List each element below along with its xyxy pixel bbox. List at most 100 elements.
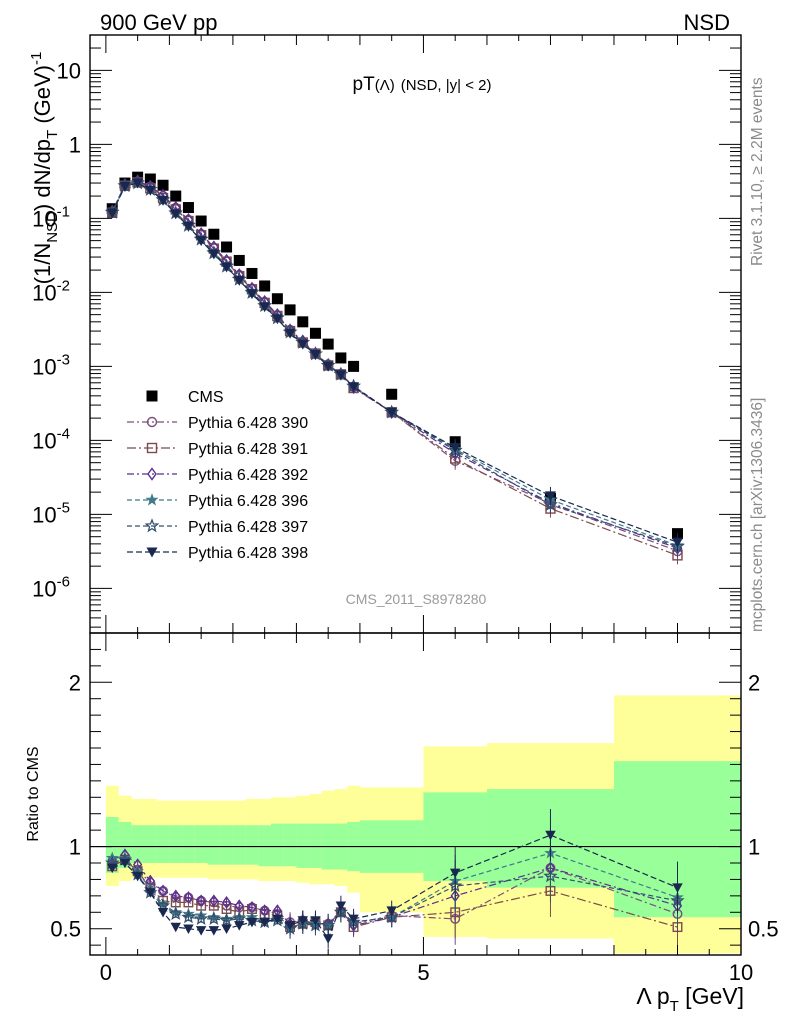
ratio-point — [195, 926, 207, 936]
ratio-point — [145, 888, 156, 898]
legend-marker — [144, 518, 160, 533]
ratio-point — [321, 917, 336, 932]
ratio-point — [209, 894, 219, 908]
data-point — [221, 241, 233, 253]
legend-entry: Pythia 6.428 396 — [127, 493, 308, 510]
ratio-point — [310, 916, 321, 926]
legend-label: Pythia 6.428 396 — [188, 493, 308, 510]
data-point — [284, 328, 296, 339]
data-point — [348, 360, 360, 372]
xlabel-part-b: [GeV] — [679, 983, 744, 1009]
header-left: 900 GeV pp — [100, 10, 217, 35]
data-point — [297, 339, 309, 350]
ratio-point — [183, 891, 194, 904]
data-point — [233, 254, 245, 266]
ratio-point — [196, 894, 206, 908]
data-point — [309, 349, 321, 360]
data-point — [271, 293, 283, 305]
x-tick-label: 0 — [100, 960, 112, 985]
data-point — [132, 178, 144, 189]
data-point — [182, 202, 194, 214]
data-point — [144, 173, 156, 185]
stat-uncertainty-band — [182, 825, 196, 863]
xlabel-part-a: Λ p — [636, 983, 669, 1009]
main-y-axis-title: (1/NNSD) dN/dpT (GeV)-1 — [28, 52, 61, 285]
ratio-line — [112, 852, 678, 930]
data-point — [233, 275, 245, 286]
ratio-point — [158, 884, 168, 898]
ratio-point — [119, 858, 131, 869]
ratio-point — [322, 934, 334, 944]
data-point — [221, 262, 233, 273]
legend-label: Pythia 6.428 391 — [188, 441, 308, 458]
legend-label: Pythia 6.428 392 — [188, 467, 308, 484]
ratio-point — [219, 913, 234, 927]
ratio-panel-series — [105, 809, 685, 954]
data-point — [246, 289, 258, 300]
x-axis-title: Λ pT [GeV] — [636, 983, 744, 1015]
ratio-y-tick-label-left: 0.5 — [50, 917, 81, 942]
series-line — [111, 180, 678, 549]
analysis-id: CMS_2011_S8978280 — [346, 591, 487, 607]
y-tick-label: 10 — [57, 58, 81, 83]
ratio-point — [221, 924, 232, 934]
ylabel-sup: -1 — [28, 52, 45, 65]
ratio-point — [234, 921, 245, 931]
data-point — [544, 491, 556, 502]
ratio-point — [132, 871, 143, 882]
data-point — [271, 314, 283, 325]
plot-title-paren: (Λ) — [375, 77, 395, 94]
svg-text:Λ pT [GeV]: Λ pT [GeV] — [636, 983, 744, 1015]
ratio-line — [112, 859, 678, 930]
ratio-point — [107, 863, 118, 874]
ratio-point — [545, 830, 556, 841]
series-line — [111, 182, 678, 543]
data-point — [195, 236, 207, 247]
legend-label: Pythia 6.428 390 — [188, 415, 308, 432]
legend-marker — [146, 547, 158, 558]
legend-entry: Pythia 6.428 397 — [127, 518, 308, 536]
data-point — [170, 190, 182, 202]
data-point — [157, 179, 169, 191]
y-tick-label: 10-4 — [32, 425, 70, 453]
stat-uncertainty-band — [271, 823, 285, 867]
data-point — [106, 208, 118, 219]
ratio-point — [348, 914, 359, 925]
plot-title-cuts: (NSD, |y| < 2) — [401, 77, 492, 94]
data-point — [322, 361, 334, 372]
ratio-point — [157, 908, 169, 918]
stat-uncertainty-band — [245, 825, 259, 865]
ratio-point — [221, 896, 232, 909]
ratio-y-tick-label-right: 2 — [748, 670, 760, 695]
legend-label: Pythia 6.428 398 — [188, 545, 308, 562]
data-point — [208, 249, 220, 260]
legend-marker — [146, 390, 158, 402]
ratio-point — [335, 901, 347, 911]
legend: CMS Pythia 6.428 390 Pythia 6.428 391 Pythi… — [127, 389, 308, 562]
data-point — [182, 221, 194, 232]
ratio-point — [259, 917, 270, 928]
ylabel-part-c: (GeV) — [30, 65, 55, 130]
ratio-point — [272, 914, 283, 925]
data-point — [208, 228, 220, 240]
ratio-point — [386, 906, 397, 916]
ratio-point — [449, 868, 461, 879]
data-point — [309, 327, 321, 339]
data-point — [195, 215, 207, 227]
legend-marker — [145, 493, 159, 506]
ratio-point — [193, 911, 209, 925]
ratio-series-pythia-6-428-398 — [107, 809, 683, 949]
ratio-y-tick-label-left: 1 — [69, 835, 81, 860]
legend-entry: Pythia 6.428 390 — [127, 415, 308, 432]
legend-entry: Pythia 6.428 391 — [127, 441, 308, 458]
data-point — [297, 316, 309, 328]
data-point — [284, 304, 296, 316]
legend-entry: Pythia 6.428 392 — [127, 467, 308, 484]
ratio-point — [297, 916, 308, 926]
ratio-point — [168, 906, 183, 920]
data-point — [543, 497, 558, 512]
stat-uncertainty-band — [207, 825, 221, 865]
stat-uncertainty-band — [194, 825, 208, 863]
ratio-y-tick-label-right: 0.5 — [748, 917, 779, 942]
ratio-point — [672, 883, 683, 893]
